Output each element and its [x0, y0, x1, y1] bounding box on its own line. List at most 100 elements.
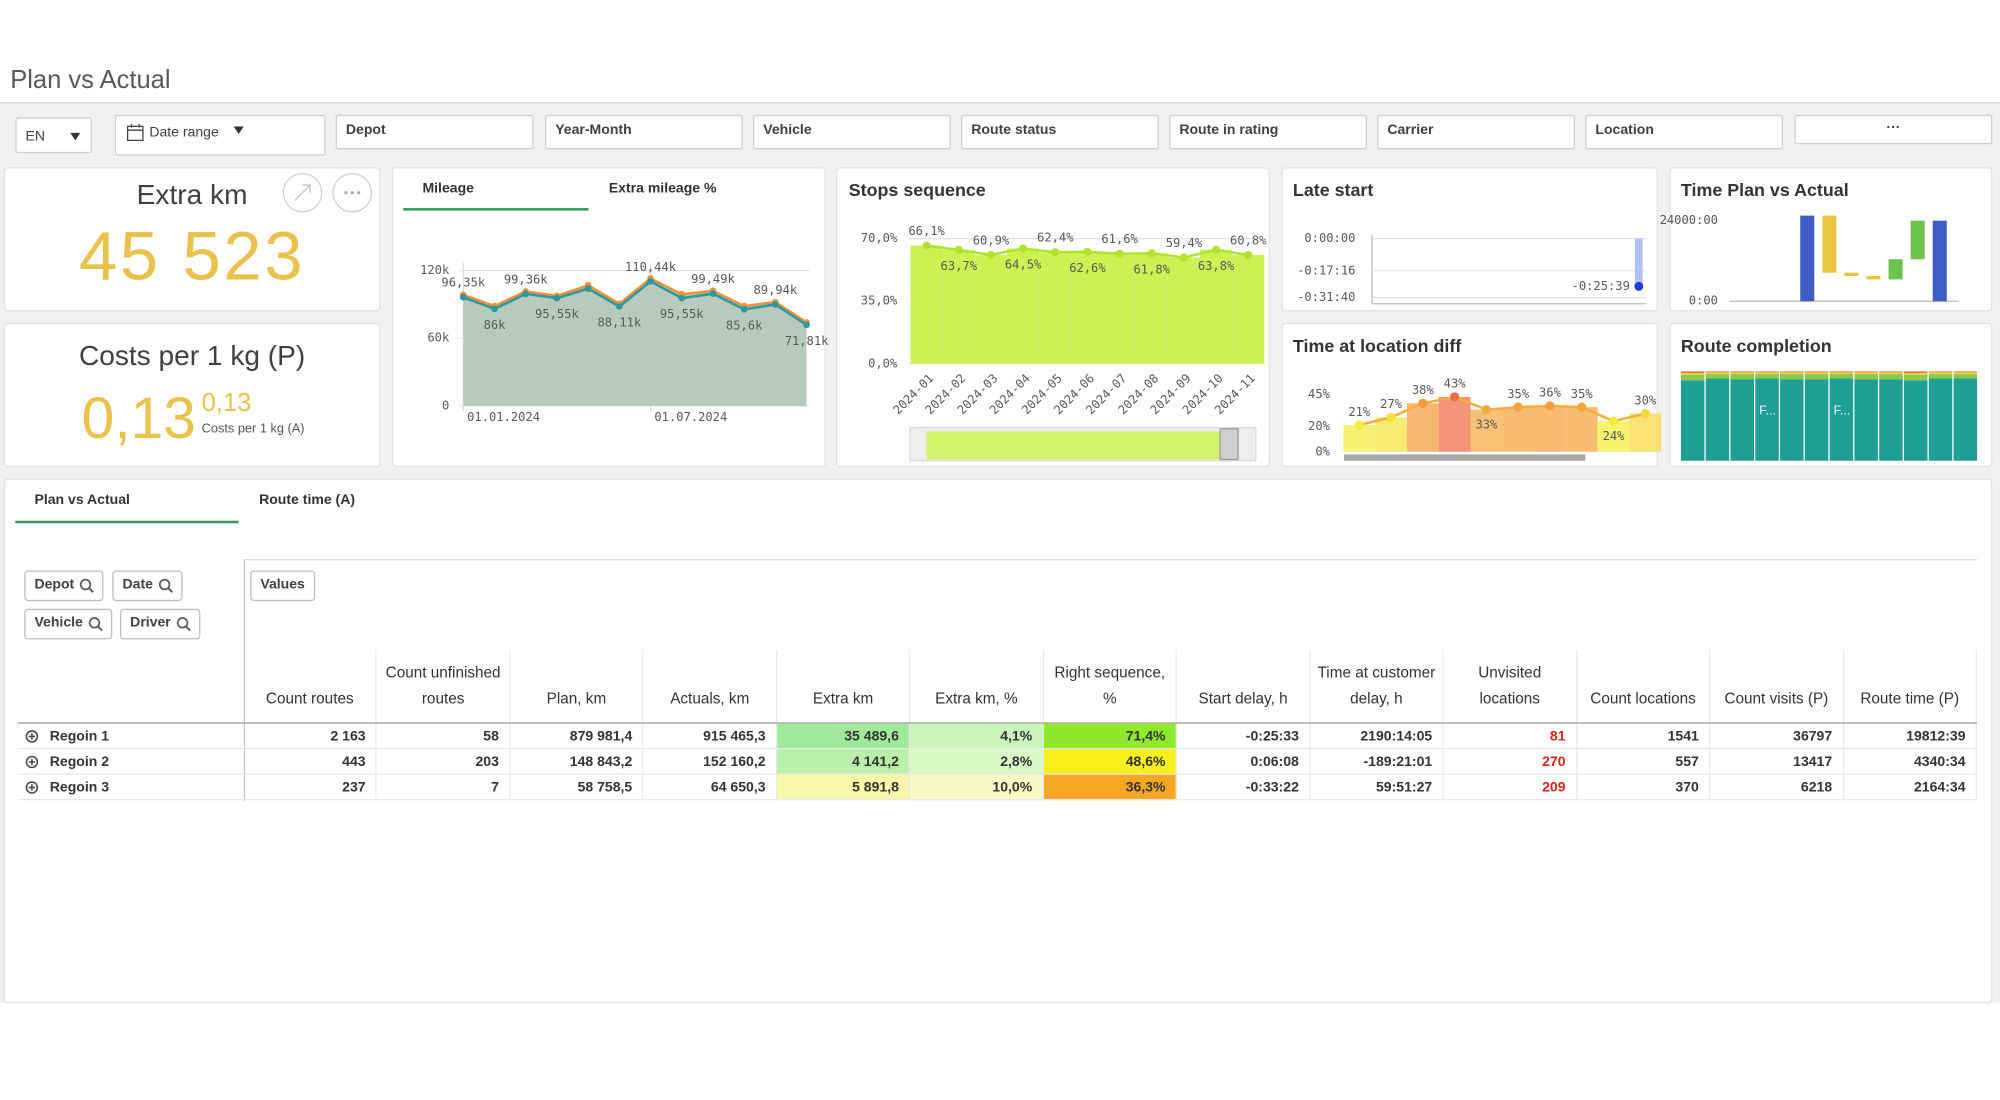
table-cell: -0:25:33	[1177, 723, 1311, 750]
point	[1354, 420, 1364, 430]
data-label: 38%	[1412, 383, 1435, 397]
stacked-bar	[1780, 374, 1804, 380]
data-label: 59,4%	[1166, 236, 1203, 250]
data-label: 30%	[1634, 393, 1657, 407]
table-cell: 13417	[1710, 749, 1844, 775]
tab[interactable]: Mileage	[422, 181, 474, 197]
data-label: 71,81k	[785, 334, 829, 348]
scroll-handle[interactable]	[1219, 428, 1239, 461]
column-header: Extra km, %	[910, 649, 1044, 724]
filter-depot[interactable]: Depot	[335, 114, 534, 150]
point	[522, 290, 530, 298]
chart-title: Late start	[1293, 180, 1373, 200]
point	[1244, 251, 1253, 260]
y-tick-label: -0:31:40	[1297, 290, 1355, 304]
stacked-bar	[1903, 373, 1928, 375]
date-range-filter[interactable]: Date range	[114, 114, 326, 156]
table-cell: -0:33:22	[1177, 774, 1311, 801]
chart-title: Route completion	[1681, 336, 1832, 356]
y-tick-label: 0:00:00	[1304, 231, 1355, 245]
point	[1577, 402, 1587, 412]
column-header: Extra km	[777, 649, 911, 724]
measures-chip[interactable]: Values	[250, 570, 316, 602]
filter-carrier[interactable]: Carrier	[1377, 114, 1575, 150]
filter-route-status[interactable]: Route status	[961, 114, 1159, 150]
y-tick-label: 0%	[1315, 444, 1330, 458]
kpi-actions	[282, 172, 373, 213]
area-column	[1629, 413, 1662, 452]
data-label: 85,6k	[726, 318, 763, 332]
column-header: Right sequence, %	[1044, 649, 1178, 724]
language-select[interactable]: EN	[15, 117, 92, 154]
annotation: F...	[1833, 402, 1850, 417]
data-label: 62,6%	[1069, 261, 1106, 275]
stacked-bar	[1829, 371, 1854, 373]
area-column	[1597, 421, 1630, 452]
table-cell: 2190:14:05	[1310, 723, 1444, 750]
y-tick-label: 0:00	[1689, 294, 1718, 308]
stacked-bar	[1730, 372, 1754, 375]
stacked-bar	[1730, 371, 1754, 373]
more-filters[interactable]: ···	[1794, 114, 1993, 145]
data-label: 60,9%	[973, 233, 1010, 247]
line	[462, 276, 808, 324]
tab[interactable]: Plan vs Actual	[34, 492, 130, 508]
bar	[974, 254, 1008, 364]
stacked-bar	[1854, 379, 1878, 461]
table-cell: 64 650,3	[643, 774, 778, 801]
filter-location[interactable]: Location	[1585, 114, 1784, 150]
column-header: Count unfinished routes	[377, 649, 511, 724]
dimension-chip[interactable]: Vehicle	[24, 608, 113, 640]
kpi-title: Extra km	[136, 178, 248, 211]
table-cell: 148 843,2	[510, 749, 644, 775]
bar	[1135, 253, 1168, 364]
point	[740, 306, 748, 313]
data-label: 96,35k	[441, 276, 485, 290]
expand-icon[interactable]	[25, 781, 39, 794]
bar	[1167, 257, 1200, 364]
data-label: 66,1%	[908, 224, 945, 238]
dimension-label: Vehicle	[34, 615, 83, 631]
bar	[1039, 252, 1072, 364]
table-cell: 270	[1443, 749, 1578, 775]
stacked-bar	[1879, 374, 1903, 380]
data-label: 95,55k	[660, 307, 704, 321]
table-cell: 36,3%	[1043, 774, 1178, 801]
scroll-bar[interactable]	[1343, 454, 1586, 461]
dimension-chip[interactable]: Date	[112, 570, 183, 602]
stacked-bar	[1804, 374, 1829, 380]
filter-year-month[interactable]: Year-Month	[544, 114, 743, 150]
point	[678, 294, 686, 302]
dimension-chip[interactable]: Driver	[119, 608, 201, 640]
expand-icon[interactable]	[25, 755, 39, 769]
column-header: Plan, km	[510, 649, 644, 724]
chart-title: Time Plan vs Actual	[1681, 180, 1849, 200]
table-cell: 557	[1577, 749, 1711, 775]
table-cell: 81	[1443, 723, 1578, 750]
dimension-chip[interactable]: Depot	[24, 570, 104, 602]
column-header: Count routes	[244, 649, 378, 724]
point	[1640, 408, 1650, 419]
filter-route-in-rating[interactable]: Route in rating	[1169, 114, 1367, 150]
stacked-bar	[1680, 374, 1705, 381]
data-label: 21%	[1348, 405, 1371, 419]
y-tick-label: 0,0%	[868, 356, 898, 370]
data-label: 35%	[1571, 387, 1594, 401]
y-tick-label: 35,0%	[861, 294, 898, 308]
chart-title: Stops sequence	[849, 180, 986, 200]
data-label: -0:25:39	[1572, 279, 1630, 293]
stacked-bar	[1680, 371, 1705, 374]
tab[interactable]: Extra mileage %	[608, 181, 717, 197]
point	[1545, 401, 1555, 411]
expand-icon[interactable]	[25, 730, 39, 743]
point	[922, 241, 931, 250]
filter-vehicle[interactable]: Vehicle	[753, 114, 951, 150]
tab[interactable]: Route time (A)	[259, 492, 356, 508]
stacked-bar	[1705, 372, 1730, 375]
kpi-title: Costs per 1 kg (P)	[78, 339, 306, 372]
bar	[1232, 255, 1265, 364]
point	[616, 303, 623, 310]
